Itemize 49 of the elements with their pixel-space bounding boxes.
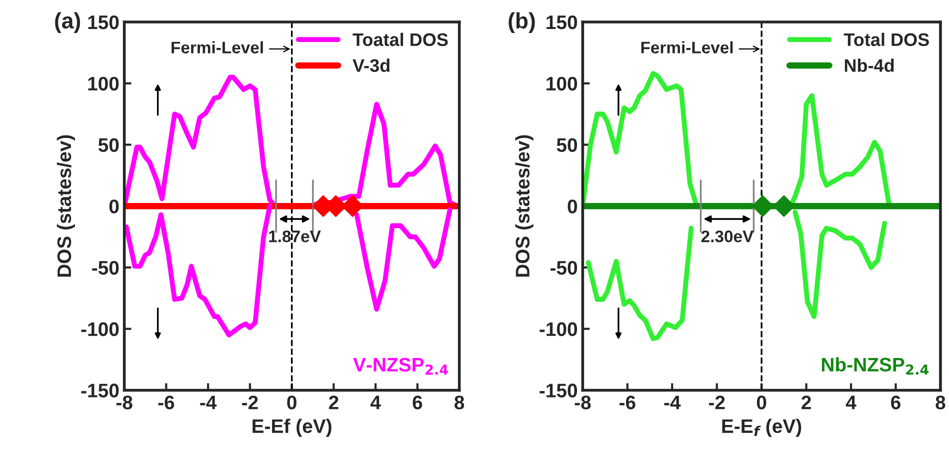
y-tick-label: -150 (81, 384, 119, 398)
x-tick-label: 0 (287, 396, 296, 410)
x-axis-title: E-Ef (eV) (252, 418, 332, 437)
x-tick-label: -4 (664, 396, 681, 410)
y-tick-label: 50 (98, 138, 119, 152)
y-tick-label: 0 (568, 200, 578, 214)
x-tick-label: 2 (802, 396, 811, 410)
y-tick-label: 100 (88, 76, 119, 91)
annotation: Fermi-Level (172, 41, 263, 54)
x-tick-label: -2 (708, 396, 725, 410)
x-tick-label: 8 (454, 396, 464, 410)
y-tick-label: 100 (546, 76, 578, 91)
x-tick-label: -6 (158, 396, 174, 410)
chart-title: (a) (55, 12, 80, 33)
x-tick-label: 6 (891, 396, 900, 410)
x-tick-label: 0 (756, 396, 766, 410)
x-tick-label: -2 (242, 396, 258, 410)
y-tick-label: 150 (88, 15, 119, 30)
y-tick-label: -50 (92, 260, 119, 275)
annotation: Nb-NZSP$_{2.4}$ (822, 357, 929, 375)
x-tick-label: 2 (328, 396, 338, 410)
annotation: V-NZSP$_{2.4}$ (353, 358, 448, 375)
annotation: Fermi-Level (641, 41, 733, 54)
x-tick-label: -6 (620, 396, 636, 410)
x-tick-label: 6 (412, 396, 422, 410)
y-axis-title: DOS (states/ev) (515, 135, 534, 277)
x-tick-label: 4 (370, 396, 381, 410)
x-tick-label: -8 (116, 396, 132, 410)
y-tick-label: -150 (540, 384, 578, 398)
x-tick-label: -8 (574, 396, 591, 410)
legend-label: V-3d (352, 58, 390, 72)
chart-title: (b) (508, 12, 535, 33)
x-tick-label: 4 (846, 396, 856, 410)
legend-label: Nb-4d (844, 58, 894, 72)
annotation: 2.30eV (701, 230, 754, 242)
y-tick-label: 0 (109, 200, 119, 214)
legend-label: Toatal DOS (352, 32, 448, 46)
x-axis-title: E-E$_{f}$ (eV) (722, 418, 802, 437)
y-tick-label: 50 (556, 138, 578, 152)
y-tick-label: -50 (550, 260, 578, 275)
y-tick-label: -100 (81, 322, 119, 336)
y-axis-title: DOS (states/ev) (56, 135, 75, 277)
y-tick-label: -100 (540, 322, 578, 336)
x-tick-label: 8 (936, 396, 946, 410)
legend-label: Total DOS (844, 32, 929, 46)
x-tick-label: -4 (200, 396, 217, 410)
y-tick-label: 150 (546, 15, 578, 30)
line-series (792, 210, 887, 319)
line-series (586, 226, 694, 342)
